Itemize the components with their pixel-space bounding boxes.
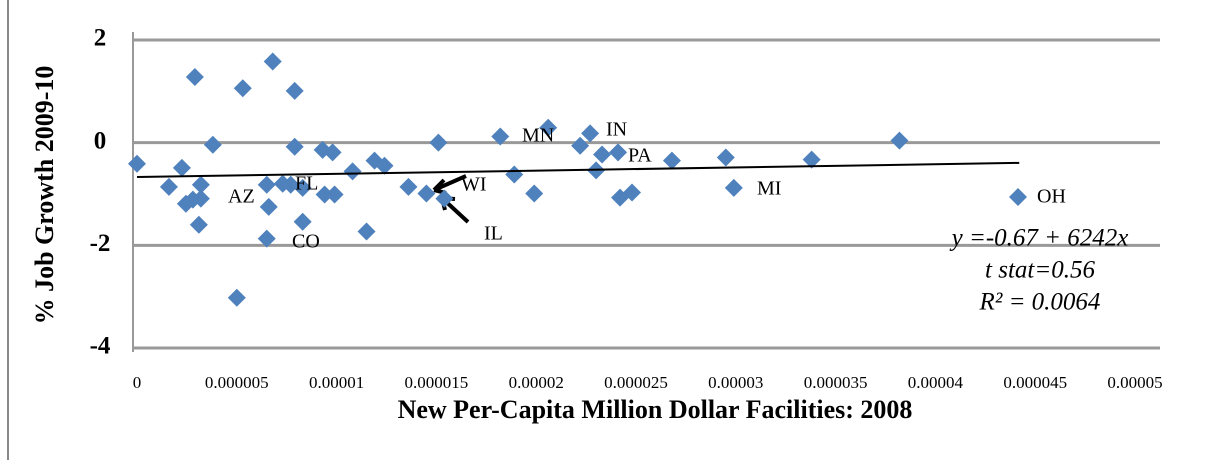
point-label: IN: [606, 119, 627, 141]
point: [189, 215, 208, 234]
point: [571, 136, 590, 155]
equation-text: R² = 0.0064: [979, 289, 1101, 316]
point: [159, 177, 178, 196]
x-tick-label: 0.000015: [405, 373, 469, 392]
point: [172, 158, 191, 177]
x-tick-label: 0.000005: [205, 373, 269, 392]
point: [429, 133, 448, 152]
legend-label: OH: [1037, 186, 1066, 208]
point: [802, 150, 821, 169]
point: [539, 118, 558, 137]
point: [293, 178, 312, 197]
x-tick-label: 0.00004: [908, 373, 964, 392]
y-tick-label: -4: [90, 333, 111, 360]
x-tick-label: 0: [133, 373, 142, 392]
point: [191, 175, 210, 194]
trendline: [136, 161, 1020, 179]
point-label: MN: [522, 125, 554, 147]
y-tick-label: 0: [94, 127, 107, 154]
point: [185, 67, 204, 86]
point: [609, 143, 628, 162]
x-tick-label: 0.00001: [309, 373, 364, 392]
legend-marker: [1009, 188, 1027, 206]
x-tick-label: 0.00003: [708, 373, 763, 392]
point-label: WI: [461, 174, 487, 196]
equation-text: t stat=0.56: [985, 257, 1095, 284]
x-tick-label: 0.00005: [1107, 373, 1162, 392]
x-tick-label: 0.00002: [509, 373, 564, 392]
point: [315, 185, 334, 204]
point-label: AZ: [228, 186, 255, 208]
y-axis-title: % Job Growth 2009-10: [30, 66, 59, 325]
point: [357, 222, 376, 241]
point: [375, 156, 394, 175]
point-label: CO: [292, 231, 320, 253]
point-label: MI: [757, 178, 781, 200]
point: [491, 127, 510, 146]
point: [581, 124, 600, 143]
point: [257, 175, 276, 194]
point-label: FL: [295, 173, 318, 195]
point: [259, 197, 278, 216]
point: [227, 288, 246, 307]
point: [435, 189, 454, 208]
point: [257, 229, 276, 248]
y-tick-label: -2: [90, 230, 111, 257]
point: [623, 183, 642, 202]
point: [716, 148, 735, 167]
point: [505, 165, 524, 184]
point-label: IL: [484, 223, 503, 245]
point-label: PA: [628, 145, 652, 167]
point: [724, 178, 743, 197]
point: [203, 135, 222, 154]
x-tick-label: 0.000035: [804, 373, 868, 392]
point: [285, 137, 304, 156]
point: [662, 151, 681, 170]
point: [263, 52, 282, 71]
point: [593, 145, 612, 164]
equation-text: y =-0.67 + 6242x: [949, 225, 1129, 252]
point: [323, 143, 342, 162]
point: [285, 81, 304, 100]
point: [191, 189, 210, 208]
point: [343, 162, 362, 181]
point: [399, 177, 418, 196]
x-tick-label: 0.000025: [604, 373, 668, 392]
point: [293, 212, 312, 231]
point: [233, 79, 252, 98]
point: [128, 154, 146, 173]
point: [890, 131, 909, 150]
point: [417, 184, 436, 203]
point: [325, 185, 344, 204]
x-axis-title: New Per-Capita Million Dollar Facilities…: [398, 395, 913, 424]
point: [525, 184, 544, 203]
y-tick-label: 2: [94, 25, 107, 52]
x-tick-label: 0.000045: [1003, 373, 1067, 392]
